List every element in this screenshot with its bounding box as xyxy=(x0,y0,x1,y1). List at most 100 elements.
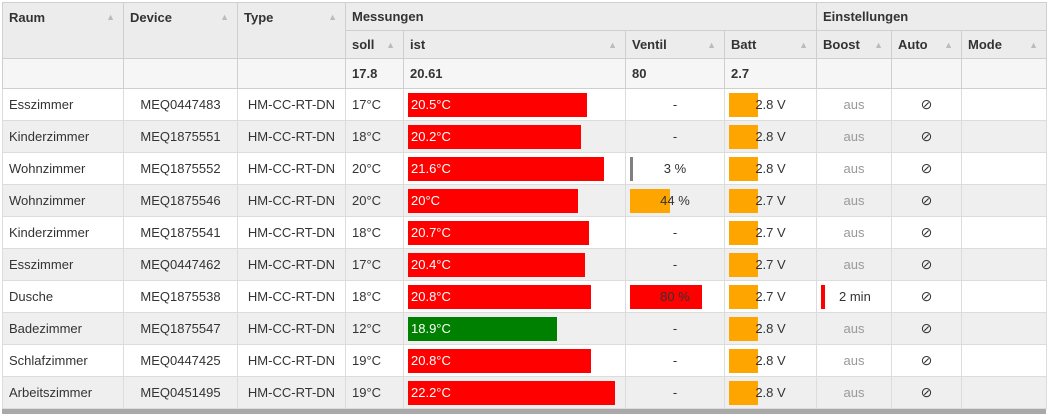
col-header-batt[interactable]: Batt ▲ xyxy=(723,30,818,59)
cell-raum: Esszimmer xyxy=(2,88,124,121)
disabled-circle-icon[interactable]: ⊘ xyxy=(920,192,933,208)
cell-ist: 20°C xyxy=(403,184,626,217)
cell-boost[interactable]: aus xyxy=(816,312,893,345)
ventil-value: - xyxy=(672,224,678,240)
col-header-device[interactable]: Device ▲ xyxy=(123,2,238,59)
ventil-value: 80 % xyxy=(660,288,690,304)
boost-value: aus xyxy=(843,128,865,144)
cell-auto[interactable]: ⊘ xyxy=(891,88,963,121)
disabled-circle-icon[interactable]: ⊘ xyxy=(920,288,933,304)
cell-soll: 18°C xyxy=(345,280,404,313)
disabled-circle-icon[interactable]: ⊘ xyxy=(920,128,933,144)
cell-soll: 17°C xyxy=(345,88,404,121)
cell-raum: Kinderzimmer xyxy=(2,120,124,153)
boost-wrap: 2 min xyxy=(821,284,887,309)
cell-raum: Kinderzimmer xyxy=(2,216,124,249)
table-row[interactable]: Dusche MEQ1875538 HM-CC-RT-DN 18°C 20.8°… xyxy=(2,280,1048,313)
ist-bar: 20.8°C xyxy=(408,284,592,309)
cell-boost[interactable]: aus xyxy=(816,376,893,409)
ist-bar: 20.2°C xyxy=(408,124,581,149)
col-header-boost[interactable]: Boost ▲ xyxy=(816,30,893,59)
boost-wrap: aus xyxy=(821,157,887,181)
ventil-value: - xyxy=(672,96,678,112)
col-header-ventil[interactable]: Ventil ▲ xyxy=(625,30,725,59)
boost-value: aus xyxy=(843,160,865,176)
disabled-circle-icon[interactable]: ⊘ xyxy=(920,96,933,112)
cell-device: MEQ0447483 xyxy=(123,88,238,121)
table-row[interactable]: Esszimmer MEQ0447483 HM-CC-RT-DN 17°C 20… xyxy=(2,88,1048,121)
thermostat-table: Raum ▲ Device ▲ Type ▲ Messungen Einstellun… xyxy=(2,2,1048,409)
col-header-soll[interactable]: soll ▲ xyxy=(345,30,404,59)
batt-value: 2.7 V xyxy=(755,288,786,304)
col-header-type[interactable]: Type ▲ xyxy=(237,2,346,59)
cell-auto[interactable]: ⊘ xyxy=(891,344,963,377)
cell-soll: 17°C xyxy=(345,248,404,281)
table-row[interactable]: Arbeitszimmer MEQ0451495 HM-CC-RT-DN 19°… xyxy=(2,376,1048,409)
cell-ist: 18.9°C xyxy=(403,312,626,345)
cell-mode xyxy=(961,120,1048,153)
cell-auto[interactable]: ⊘ xyxy=(891,280,963,313)
cell-auto[interactable]: ⊘ xyxy=(891,248,963,281)
cell-auto[interactable]: ⊘ xyxy=(891,216,963,249)
sort-arrow-icon[interactable]: ▲ xyxy=(328,12,337,22)
cell-boost[interactable]: aus xyxy=(816,216,893,249)
table-scrollbar[interactable] xyxy=(2,409,1046,414)
sort-arrow-icon[interactable]: ▲ xyxy=(707,39,716,50)
col-header-raum[interactable]: Raum ▲ xyxy=(2,2,124,59)
col-header-auto[interactable]: Auto ▲ xyxy=(891,30,963,59)
cell-boost[interactable]: aus xyxy=(816,344,893,377)
sort-arrow-icon[interactable]: ▲ xyxy=(106,12,115,22)
cell-boost[interactable]: 2 min xyxy=(816,280,893,313)
cell-ventil: 44 % xyxy=(625,184,725,217)
sort-arrow-icon[interactable]: ▲ xyxy=(874,39,884,50)
average-row: 17.8 20.61 80 2.7 xyxy=(2,58,1048,89)
batt-value: 2.7 V xyxy=(755,192,786,208)
cell-ventil: - xyxy=(625,88,725,121)
avg-ventil: 80 xyxy=(625,58,725,89)
cell-boost[interactable]: aus xyxy=(816,248,893,281)
table-row[interactable]: Kinderzimmer MEQ1875541 HM-CC-RT-DN 18°C… xyxy=(2,216,1048,249)
table-row[interactable]: Kinderzimmer MEQ1875551 HM-CC-RT-DN 18°C… xyxy=(2,120,1048,153)
table-row[interactable]: Badezimmer MEQ1875547 HM-CC-RT-DN 12°C 1… xyxy=(2,312,1048,345)
cell-type: HM-CC-RT-DN xyxy=(237,152,346,185)
cell-batt: 2.8 V xyxy=(723,344,818,377)
boost-value: aus xyxy=(843,256,865,272)
cell-auto[interactable]: ⊘ xyxy=(891,152,963,185)
cell-boost[interactable]: aus xyxy=(816,88,893,121)
cell-type: HM-CC-RT-DN xyxy=(237,312,346,345)
cell-auto[interactable]: ⊘ xyxy=(891,184,963,217)
cell-auto[interactable]: ⊘ xyxy=(891,376,963,409)
batt-bar xyxy=(729,188,759,213)
sort-arrow-icon[interactable]: ▲ xyxy=(944,39,954,50)
disabled-circle-icon[interactable]: ⊘ xyxy=(920,160,933,176)
disabled-circle-icon[interactable]: ⊘ xyxy=(920,224,933,240)
col-header-mode[interactable]: Mode ▲ xyxy=(961,30,1048,59)
cell-auto[interactable]: ⊘ xyxy=(891,312,963,345)
cell-device: MEQ1875538 xyxy=(123,280,238,313)
sort-arrow-icon[interactable]: ▲ xyxy=(1029,39,1039,50)
table-row[interactable]: Wohnzimmer MEQ1875546 HM-CC-RT-DN 20°C 2… xyxy=(2,184,1048,217)
sort-arrow-icon[interactable]: ▲ xyxy=(608,39,617,50)
disabled-circle-icon[interactable]: ⊘ xyxy=(920,384,933,400)
sort-arrow-icon[interactable]: ▲ xyxy=(799,39,809,50)
sort-arrow-icon[interactable]: ▲ xyxy=(386,39,395,50)
table-row[interactable]: Schlafzimmer MEQ0447425 HM-CC-RT-DN 19°C… xyxy=(2,344,1048,377)
table-row[interactable]: Esszimmer MEQ0447462 HM-CC-RT-DN 17°C 20… xyxy=(2,248,1048,281)
col-header-ist[interactable]: ist ▲ xyxy=(403,30,626,59)
cell-boost[interactable]: aus xyxy=(816,184,893,217)
batt-value: 2.8 V xyxy=(755,320,786,336)
cell-boost[interactable]: aus xyxy=(816,152,893,185)
disabled-circle-icon[interactable]: ⊘ xyxy=(920,256,933,272)
boost-value: aus xyxy=(843,384,865,400)
cell-type: HM-CC-RT-DN xyxy=(237,344,346,377)
table-row[interactable]: Wohnzimmer MEQ1875552 HM-CC-RT-DN 20°C 2… xyxy=(2,152,1048,185)
sort-arrow-icon[interactable]: ▲ xyxy=(220,12,229,22)
batt-bar xyxy=(729,348,759,373)
cell-auto[interactable]: ⊘ xyxy=(891,120,963,153)
boost-wrap: aus xyxy=(821,317,887,341)
cell-boost[interactable]: aus xyxy=(816,120,893,153)
disabled-circle-icon[interactable]: ⊘ xyxy=(920,352,933,368)
cell-ist: 22.2°C xyxy=(403,376,626,409)
disabled-circle-icon[interactable]: ⊘ xyxy=(920,320,933,336)
cell-type: HM-CC-RT-DN xyxy=(237,120,346,153)
